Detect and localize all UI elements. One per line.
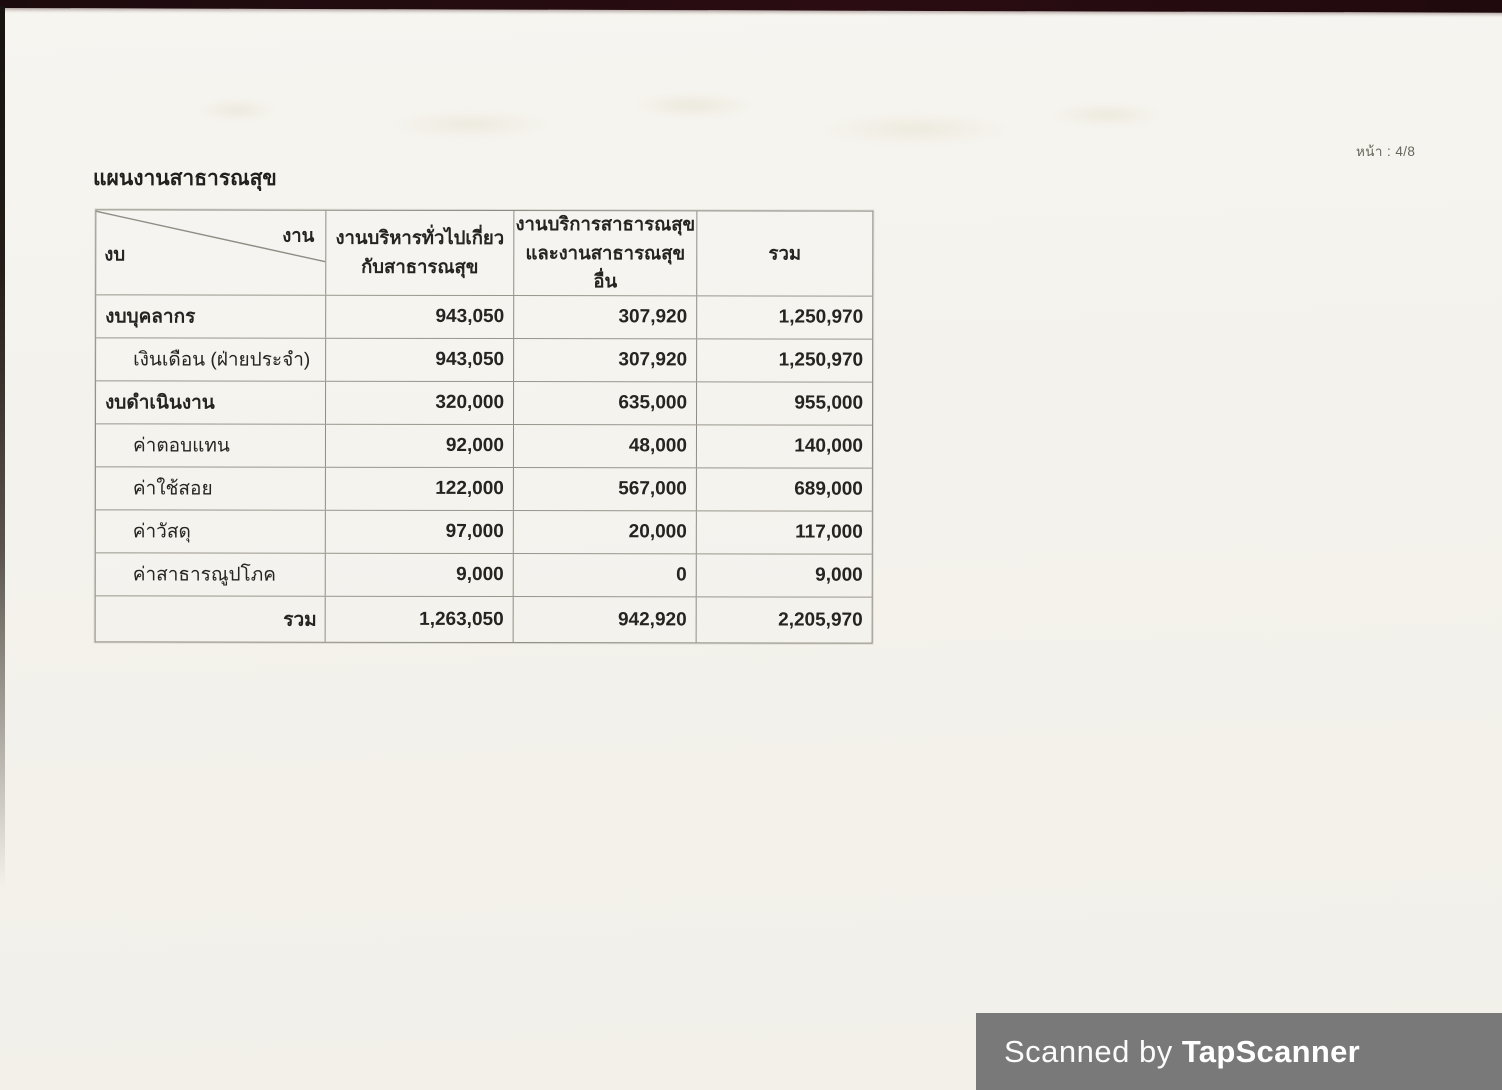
row-label: งบดำเนินงาน	[105, 392, 215, 414]
table-row-utilities: ค่าสาธารณูปโภค 9,000 0 9,000	[95, 552, 872, 597]
row-value-service: 48,000	[512, 425, 697, 468]
table-row-expenses: ค่าใช้สอย 122,000 567,000 689,000	[95, 466, 872, 511]
table-header-row: งาน งบ งานบริหารทั่วไปเกี่ยว กับสาธารณสุ…	[96, 210, 873, 296]
row-value-service: 307,920	[513, 339, 697, 382]
watermark-brand: TapScanner	[1181, 1033, 1361, 1069]
row-label: รวม	[283, 609, 317, 631]
row-value-total: 117,000	[695, 511, 872, 554]
row-value-service: 567,000	[512, 468, 696, 511]
row-value-total: 1,250,970	[696, 296, 873, 339]
row-label: ค่าวัสดุ	[132, 521, 191, 543]
corner-label-work: งาน	[282, 224, 315, 246]
column-header-total: รวม	[696, 211, 873, 296]
row-value-admin: 320,000	[325, 381, 514, 425]
row-value-total: 955,000	[696, 382, 873, 425]
row-label: ค่าสาธารณูปโภค	[132, 564, 277, 586]
row-value-admin: 943,050	[325, 338, 514, 382]
row-value-service: 635,000	[513, 382, 697, 425]
row-value-admin: 943,050	[325, 295, 514, 339]
column-header-general-admin-line2: กับสาธารณสุข	[361, 255, 479, 277]
table-row-operating-budget: งบดำเนินงาน 320,000 635,000 955,000	[96, 380, 873, 425]
table-row-personnel-budget: งบบุคลากร 943,050 307,920 1,250,970	[96, 294, 873, 339]
scan-top-edge-shadow	[0, 0, 1502, 13]
row-value-total: 1,250,970	[696, 339, 873, 382]
row-value-service: 20,000	[512, 511, 696, 554]
scan-left-edge-shadow	[0, 6, 5, 886]
row-value-total: 2,205,970	[695, 597, 872, 643]
table-row-materials: ค่าวัสดุ 97,000 20,000 117,000	[95, 509, 872, 554]
column-header-health-service: งานบริการสาธารณสุข และงานสาธารณสุขอื่น	[513, 211, 697, 296]
row-value-total: 140,000	[695, 425, 873, 468]
row-value-admin: 92,000	[324, 424, 514, 468]
table-row-grand-total: รวม 1,263,050 942,920 2,205,970	[95, 595, 872, 643]
row-value-total: 9,000	[695, 554, 872, 597]
row-label: ค่าใช้สอย	[132, 478, 213, 500]
row-label: เงินเดือน (ฝ่ายประจำ)	[133, 349, 311, 371]
row-label: งบบุคลากร	[105, 306, 196, 328]
column-header-health-service-line1: งานบริการสาธารณสุข	[515, 213, 696, 235]
row-value-service: 307,920	[513, 296, 697, 339]
row-value-admin: 97,000	[324, 510, 513, 554]
row-value-total: 689,000	[695, 468, 872, 511]
row-value-service: 942,920	[512, 597, 696, 643]
bleed-through-smudge	[110, 72, 1170, 167]
column-header-health-service-line2: และงานสาธารณสุขอื่น	[525, 241, 686, 292]
table-corner-cell: งาน งบ	[96, 210, 326, 294]
column-header-general-admin: งานบริหารทั่วไปเกี่ยว กับสาธารณสุข	[325, 210, 514, 296]
row-value-service: 0	[512, 554, 696, 597]
tapscanner-watermark-bar: Scanned by TapScanner	[976, 1013, 1502, 1090]
corner-label-budget: งบ	[104, 243, 126, 265]
row-value-admin: 1,263,050	[324, 596, 513, 643]
budget-table: งาน งบ งานบริหารทั่วไปเกี่ยว กับสาธารณสุ…	[93, 208, 875, 645]
column-header-total-label: รวม	[768, 242, 802, 264]
table-row-salary: เงินเดือน (ฝ่ายประจำ) 943,050 307,920 1,…	[96, 337, 873, 382]
document-title: แผนงานสาธารณสุข	[93, 167, 277, 190]
column-header-general-admin-line1: งานบริหารทั่วไปเกี่ยว	[335, 227, 505, 249]
watermark-prefix: Scanned by	[1004, 1033, 1182, 1069]
row-value-admin: 122,000	[324, 467, 513, 511]
row-value-admin: 9,000	[324, 553, 513, 597]
diagonal-divider-line	[96, 210, 326, 263]
table-row-compensation: ค่าตอบแทน 92,000 48,000 140,000	[95, 423, 873, 468]
row-label: ค่าตอบแทน	[132, 435, 230, 457]
page-number: หน้า : 4/8	[1356, 144, 1416, 159]
